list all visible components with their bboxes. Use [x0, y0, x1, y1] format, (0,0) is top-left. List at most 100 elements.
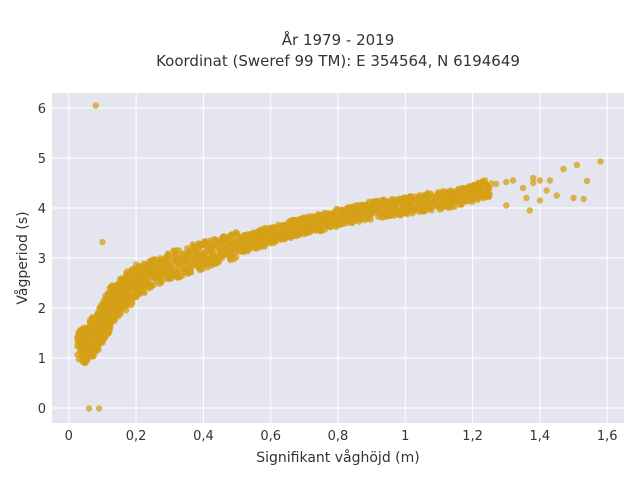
- data-point: [157, 266, 164, 274]
- data-point: [121, 301, 128, 308]
- data-point: [519, 184, 527, 192]
- data-point: [509, 177, 517, 184]
- data-point: [303, 227, 310, 234]
- data-point: [174, 273, 181, 281]
- data-point: [597, 158, 604, 165]
- data-point: [151, 256, 159, 263]
- data-point: [357, 215, 364, 223]
- data-point: [171, 247, 178, 255]
- y-tick-label: 3: [38, 252, 46, 267]
- data-point: [100, 336, 107, 344]
- data-point: [536, 177, 544, 184]
- data-point: [427, 190, 435, 197]
- chart-subtitle: Koordinat (Sweref 99 TM): E 354564, N 61…: [156, 52, 520, 70]
- data-point: [75, 356, 83, 363]
- x-tick-label: 0: [65, 429, 73, 444]
- chart-title: År 1979 - 2019: [282, 30, 395, 49]
- data-point: [124, 280, 132, 287]
- data-point: [182, 252, 189, 259]
- data-point: [189, 243, 197, 250]
- data-point: [523, 194, 530, 202]
- data-point: [130, 292, 137, 299]
- x-tick-label: 1,6: [597, 429, 618, 444]
- data-point: [270, 226, 277, 233]
- data-point: [166, 262, 173, 269]
- data-point: [570, 194, 577, 202]
- data-point: [334, 214, 342, 222]
- x-axis-label: Signifikant våghöjd (m): [256, 449, 419, 466]
- data-point: [368, 207, 375, 214]
- data-point: [194, 263, 202, 270]
- data-point: [99, 319, 106, 327]
- data-point: [108, 282, 116, 289]
- data-point: [86, 317, 94, 324]
- data-point: [397, 208, 404, 216]
- data-point: [529, 174, 537, 182]
- data-point: [85, 339, 93, 347]
- data-point: [136, 290, 143, 298]
- data-point: [421, 207, 429, 214]
- data-point: [250, 237, 258, 244]
- y-tick-label: 4: [38, 202, 46, 217]
- data-point: [402, 209, 410, 216]
- data-point: [255, 233, 262, 240]
- data-point: [292, 216, 299, 224]
- data-point: [435, 204, 442, 211]
- x-tick-label: 0,6: [260, 429, 281, 444]
- data-point: [85, 405, 93, 412]
- data-point: [526, 207, 533, 214]
- data-point: [232, 254, 240, 261]
- data-point: [492, 180, 500, 188]
- data-point: [113, 281, 121, 288]
- data-point: [258, 241, 265, 249]
- data-point: [253, 245, 261, 252]
- data-point: [267, 232, 274, 239]
- data-point: [536, 197, 544, 204]
- data-point: [503, 178, 510, 186]
- data-point: [393, 201, 400, 209]
- data-point: [443, 203, 450, 210]
- data-point: [388, 209, 395, 216]
- data-point: [106, 307, 113, 314]
- data-point: [435, 197, 443, 204]
- y-tick-label: 5: [38, 152, 46, 167]
- y-axis-label: Vågperiod (s): [14, 211, 31, 304]
- data-point: [200, 252, 207, 259]
- x-tick-label: 0,4: [193, 429, 214, 444]
- data-point: [132, 279, 140, 287]
- data-point: [375, 197, 382, 204]
- data-point: [89, 334, 96, 342]
- data-point: [363, 215, 370, 222]
- data-points: [74, 102, 604, 412]
- data-point: [406, 193, 414, 200]
- data-point: [402, 202, 409, 209]
- data-point: [451, 203, 458, 210]
- data-point: [206, 242, 213, 249]
- data-point: [452, 194, 459, 202]
- data-point: [139, 274, 147, 282]
- data-point: [377, 204, 385, 211]
- data-point: [393, 196, 401, 203]
- data-point: [361, 209, 368, 216]
- data-point: [195, 257, 203, 264]
- data-point: [102, 314, 110, 322]
- data-point: [109, 316, 117, 323]
- data-point: [418, 193, 425, 201]
- data-point: [122, 287, 130, 294]
- data-point: [318, 225, 325, 232]
- data-point: [92, 102, 99, 109]
- data-point: [338, 206, 346, 214]
- data-point: [224, 251, 231, 258]
- x-axis-ticks: 0 0,2 0,4 0,6 0,8 1 1,2 1,4 1,6: [65, 429, 618, 444]
- data-point: [301, 216, 308, 223]
- data-point: [546, 177, 554, 184]
- data-point: [486, 184, 493, 192]
- data-point: [443, 192, 450, 199]
- data-point: [189, 260, 197, 267]
- data-point: [183, 257, 190, 264]
- y-tick-label: 1: [38, 352, 46, 367]
- data-point: [418, 199, 426, 207]
- data-point: [301, 222, 308, 229]
- data-point: [218, 254, 226, 262]
